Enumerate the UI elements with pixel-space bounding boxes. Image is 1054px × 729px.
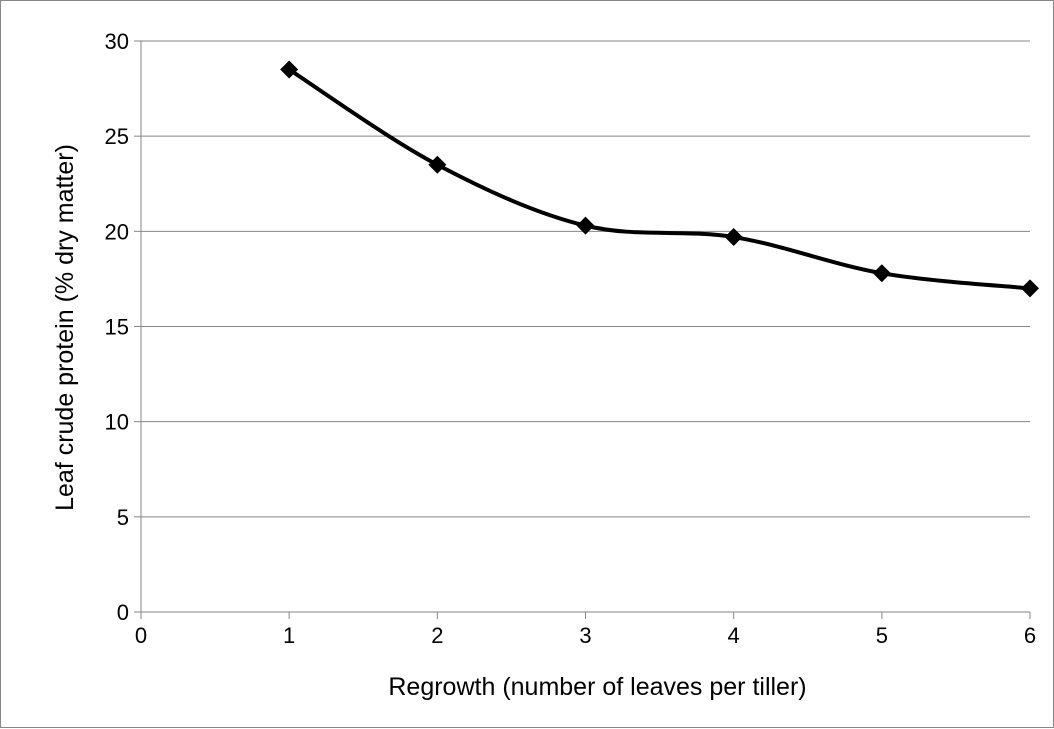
y-axis-title: Leaf crude protein (% dry matter) (51, 144, 79, 511)
y-tick-label: 5 (117, 505, 129, 530)
y-tick-label: 10 (105, 410, 129, 435)
y-tick-label: 20 (105, 219, 129, 244)
x-axis-title: Regrowth (number of leaves per tiller) (388, 673, 806, 701)
x-tick-label: 5 (876, 623, 888, 648)
series-layer (280, 60, 1039, 298)
x-tick-label: 3 (579, 623, 591, 648)
data-point-marker (428, 155, 447, 174)
y-tick-label: 15 (105, 315, 129, 340)
data-point-marker (724, 228, 743, 247)
axes: 0 5 10 15 20 25 30 0 1 2 3 4 5 6 (105, 29, 1037, 648)
x-tick-label: 1 (283, 623, 295, 648)
data-point-marker (576, 216, 595, 235)
y-tick-label: 25 (105, 124, 129, 149)
x-tick-label: 4 (728, 623, 740, 648)
data-point-marker (872, 264, 891, 283)
y-tick-label: 0 (117, 600, 129, 625)
y-tick-label: 30 (105, 29, 129, 54)
x-tick-label: 6 (1024, 623, 1036, 648)
gridlines (141, 40, 1030, 518)
data-point-marker (1021, 279, 1039, 298)
x-tick-label: 0 (135, 623, 147, 648)
data-point-marker (280, 60, 299, 79)
x-tick-label: 2 (431, 623, 443, 648)
series-line-0 (288, 67, 1031, 291)
